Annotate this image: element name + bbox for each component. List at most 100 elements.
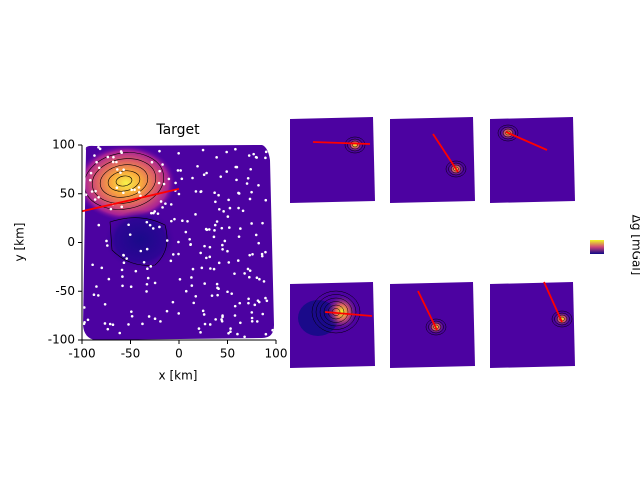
sample-point (94, 189, 97, 193)
sample-point (148, 223, 152, 227)
sample-point (260, 252, 264, 256)
sample-point (239, 321, 242, 325)
panel-contour (450, 164, 462, 174)
sample-point (90, 190, 94, 193)
sample-point (258, 277, 261, 281)
sample-point (97, 294, 100, 297)
sample-point (260, 254, 264, 258)
sample-point (130, 188, 133, 192)
result-panel (290, 117, 375, 203)
panel-line (324, 311, 373, 317)
sample-point (239, 227, 242, 230)
sample-point (173, 217, 176, 221)
sample-point (137, 190, 141, 194)
sample-point (264, 250, 267, 254)
sample-point (203, 282, 206, 285)
x-tick-label: 50 (220, 347, 235, 361)
sample-point (255, 320, 259, 323)
sample-point (98, 147, 102, 151)
sample-point (83, 306, 86, 309)
sample-point (145, 282, 149, 286)
sample-point (223, 239, 227, 243)
sample-point (120, 205, 124, 209)
panel-line (543, 281, 563, 323)
sample-point (209, 267, 212, 270)
panel-contour (430, 322, 442, 332)
sample-point (181, 219, 184, 222)
sample-point (169, 203, 173, 206)
panel-spot (347, 138, 363, 152)
sample-point (227, 261, 231, 264)
sample-point (226, 215, 230, 218)
contour-fill (83, 145, 274, 340)
result-panel (490, 281, 575, 368)
sample-point (199, 251, 202, 255)
sample-point (212, 235, 216, 239)
sample-point (215, 282, 219, 286)
result-panel (290, 282, 375, 368)
panel-contour (556, 314, 568, 324)
sample-point (177, 312, 181, 315)
sample-point (106, 155, 110, 159)
sample-point (83, 320, 86, 324)
panel-contour (315, 294, 357, 330)
sample-point (89, 178, 92, 182)
sample-point (121, 284, 124, 288)
panel-contour (445, 160, 467, 178)
sample-point (236, 332, 239, 336)
main-plot (81, 145, 274, 340)
sample-point (147, 315, 151, 318)
sample-point (125, 257, 129, 260)
sample-point (150, 160, 154, 164)
sample-point (152, 211, 155, 215)
panel-contour (323, 301, 349, 323)
sample-point (137, 186, 141, 189)
sample-point (205, 171, 208, 175)
panel-contour (554, 312, 570, 326)
sample-point (194, 294, 198, 298)
sample-point (215, 156, 218, 159)
sample-point (221, 247, 224, 251)
sample-point (122, 253, 125, 257)
sample-point (208, 323, 212, 326)
sample-point (93, 154, 96, 157)
sample-point (83, 171, 86, 174)
sample-point (153, 281, 157, 285)
y-tick-label: 100 (52, 138, 75, 152)
sample-point (192, 301, 196, 305)
sample-point (118, 331, 122, 335)
sample-point (247, 297, 250, 301)
sample-point (156, 212, 160, 215)
sample-point (97, 166, 101, 170)
sample-point (219, 175, 223, 178)
sample-point (95, 285, 98, 288)
sample-point (271, 187, 274, 191)
sample-point (130, 310, 133, 313)
sample-point (227, 198, 230, 202)
sample-point (122, 191, 125, 195)
sample-point (235, 165, 239, 169)
sample-point (194, 213, 197, 216)
sample-point (238, 301, 242, 305)
sample-point (237, 235, 241, 238)
panel-high (326, 294, 358, 330)
sample-point (161, 163, 164, 166)
sample-point (112, 155, 115, 159)
sample-point (176, 169, 180, 172)
sample-point (253, 303, 257, 307)
sample-point (220, 320, 224, 323)
sample-point (248, 253, 251, 257)
sample-point (237, 191, 240, 195)
sample-point (165, 239, 169, 242)
sample-point (191, 267, 195, 271)
sample-point (208, 228, 211, 231)
sample-point (134, 269, 138, 273)
sample-point (145, 247, 149, 251)
sample-point (83, 146, 87, 150)
sample-point (250, 316, 254, 320)
sample-point (120, 268, 124, 272)
sample-point (213, 223, 217, 227)
panel-line (505, 131, 548, 151)
sample-point (189, 242, 192, 246)
